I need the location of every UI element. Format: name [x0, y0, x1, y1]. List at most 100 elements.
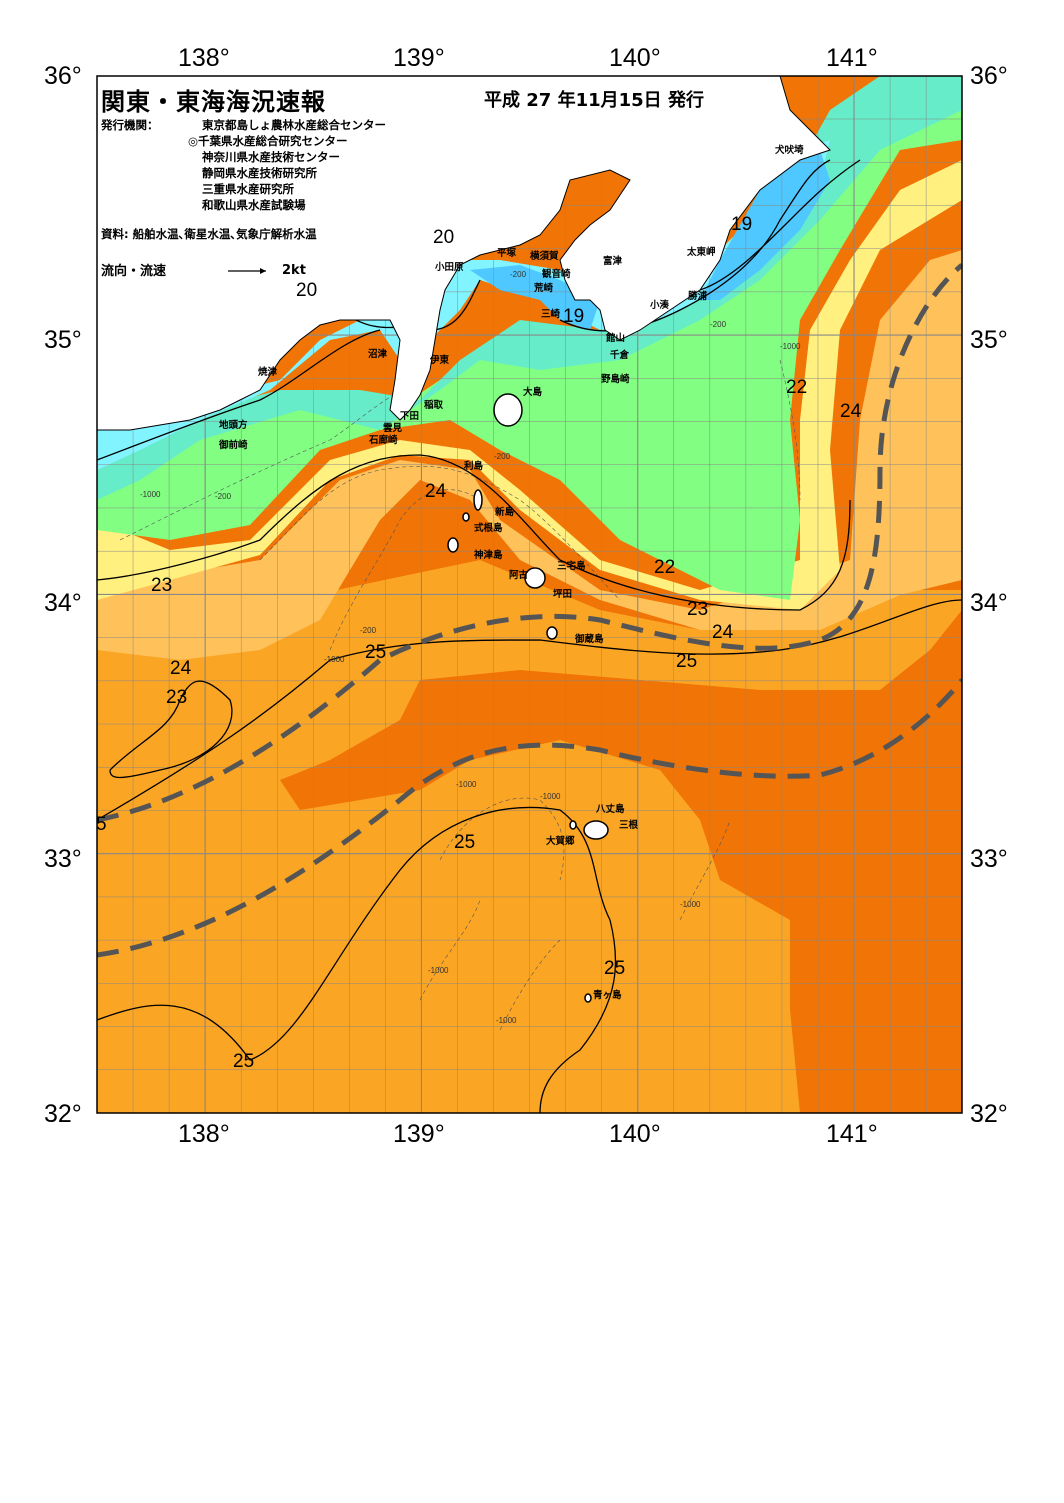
current-scale-arrowhead: [260, 268, 266, 274]
isotherm-label: 25: [604, 958, 626, 979]
place-numazu: 沼津: [368, 349, 388, 360]
depth-label: -200: [494, 452, 511, 461]
isotherm-label: 5: [96, 814, 107, 835]
isotherm-label: 24: [425, 481, 447, 502]
issuer-5: 三重県水産研究所: [202, 182, 294, 196]
depth-label: -200: [215, 492, 232, 501]
place-kominato: 小湊: [650, 300, 670, 311]
isotherm-label: 22: [654, 557, 676, 578]
place-arasaki: 荒崎: [534, 283, 554, 294]
place-miyakejima: 三宅島: [557, 561, 586, 572]
place-kumomi: 雲見: [383, 423, 403, 434]
isotherm-label: 25: [365, 642, 387, 663]
isotherm-label: 20: [296, 280, 318, 301]
depth-label: -1000: [456, 780, 477, 789]
place-okago: 大賀郷: [546, 836, 575, 847]
chart-title: 関東・東海海況速報: [101, 88, 326, 116]
place-misaki: 三崎: [541, 309, 561, 320]
place-jitogata: 地頭方: [219, 420, 248, 431]
place-niijima: 新島: [495, 507, 515, 518]
isotherm-label: 24: [170, 658, 192, 679]
place-ito: 伊東: [430, 355, 450, 366]
issuer-label: 発行機関：: [101, 118, 159, 132]
place-inubozaki: 犬吠埼: [775, 145, 804, 156]
top-lon-140: 140°: [609, 44, 661, 72]
place-oshima: 大島: [523, 387, 543, 398]
current-legend-label: 流向・流速: [101, 264, 167, 279]
place-yokosuka: 横須賀: [530, 251, 559, 262]
place-omaezaki: 御前崎: [219, 440, 248, 451]
isotherm-label: 22: [786, 377, 808, 398]
band-19-20: [97, 140, 830, 470]
depth-label: -1000: [140, 490, 161, 499]
depth-label: -1000: [540, 792, 561, 801]
band-under-19: [470, 150, 830, 330]
depth-label: -1000: [428, 966, 449, 975]
bottom-lon-138: 138°: [178, 1120, 230, 1148]
isotherm-label: 23: [166, 687, 188, 708]
place-katsuura: 勝浦: [688, 291, 708, 302]
issuer-6: 和歌山県水産試験場: [202, 198, 306, 212]
bottom-lon-139: 139°: [393, 1120, 445, 1148]
isotherm-label: 19: [563, 306, 585, 327]
isotherm-label: 25: [454, 832, 476, 853]
place-taito: 太東岬: [687, 247, 716, 258]
islands: [447, 393, 609, 1003]
place-toshima: 利島: [464, 461, 484, 472]
top-lon-138: 138°: [178, 44, 230, 72]
land-honshu: [97, 76, 831, 431]
right-lat-35: 35°: [970, 326, 1008, 354]
issuer-3: 神奈川県水産技術センター: [202, 150, 340, 164]
issuer-4: 静岡県水産技術研究所: [202, 166, 317, 180]
place-ako: 阿古: [509, 570, 529, 581]
left-lat-33: 33°: [44, 845, 82, 873]
bottom-lon-140: 140°: [609, 1120, 661, 1148]
depth-contours: [119, 359, 801, 1031]
place-kannonzaki: 観音崎: [542, 269, 571, 280]
place-tateyama: 館山: [606, 333, 626, 344]
place-mikurajima: 御蔵島: [575, 634, 604, 645]
left-lat-32: 32°: [44, 1100, 82, 1128]
depth-label: -200: [710, 320, 727, 329]
right-lat-33: 33°: [970, 845, 1008, 873]
isotherm-label: 23: [687, 599, 709, 620]
place-irozaki: 石廊崎: [369, 435, 398, 446]
left-lat-36: 36°: [44, 62, 82, 90]
place-shimoda: 下田: [400, 411, 420, 422]
depth-label: -200: [510, 270, 527, 279]
isotherm-label: 25: [233, 1051, 255, 1072]
place-kozushima: 神津島: [474, 550, 503, 561]
map-frame: [96, 75, 963, 1114]
depth-label: -1000: [496, 1016, 517, 1025]
right-lat-34: 34°: [970, 589, 1008, 617]
isotherm-label: 24: [840, 401, 862, 422]
place-futtsu: 富津: [603, 256, 623, 267]
place-odawara: 小田原: [435, 262, 464, 273]
place-inatori: 稲取: [424, 400, 444, 411]
top-lon-139: 139°: [393, 44, 445, 72]
isotherm-label: 24: [712, 622, 734, 643]
depth-label: -1000: [680, 900, 701, 909]
issue-date: 平成 27 年11月15日 発行: [484, 90, 704, 111]
place-hiratsuka: 平塚: [497, 248, 517, 259]
isotherm-label: 20: [433, 227, 455, 248]
current-legend-scale: 2kt: [282, 263, 306, 278]
left-lat-34: 34°: [44, 589, 82, 617]
place-hachijojima: 八丈島: [596, 804, 625, 815]
isotherm-label: 25: [676, 651, 698, 672]
issuer-1: 東京都島しょ農林水産総合センター: [202, 118, 386, 132]
right-lat-32: 32°: [970, 1100, 1008, 1128]
left-lat-35: 35°: [44, 326, 82, 354]
place-yaizu: 焼津: [258, 367, 278, 378]
place-chikura: 千倉: [610, 350, 630, 361]
top-lon-141: 141°: [826, 44, 878, 72]
bottom-lon-141: 141°: [826, 1120, 878, 1148]
right-lat-36: 36°: [970, 62, 1008, 90]
isotherm-label: 23: [151, 575, 173, 596]
place-shikinejima: 式根島: [474, 523, 503, 534]
place-tsubota: 坪田: [553, 589, 573, 600]
depth-label: -200: [360, 626, 377, 635]
place-aogashima: 青ヶ島: [593, 990, 622, 1001]
